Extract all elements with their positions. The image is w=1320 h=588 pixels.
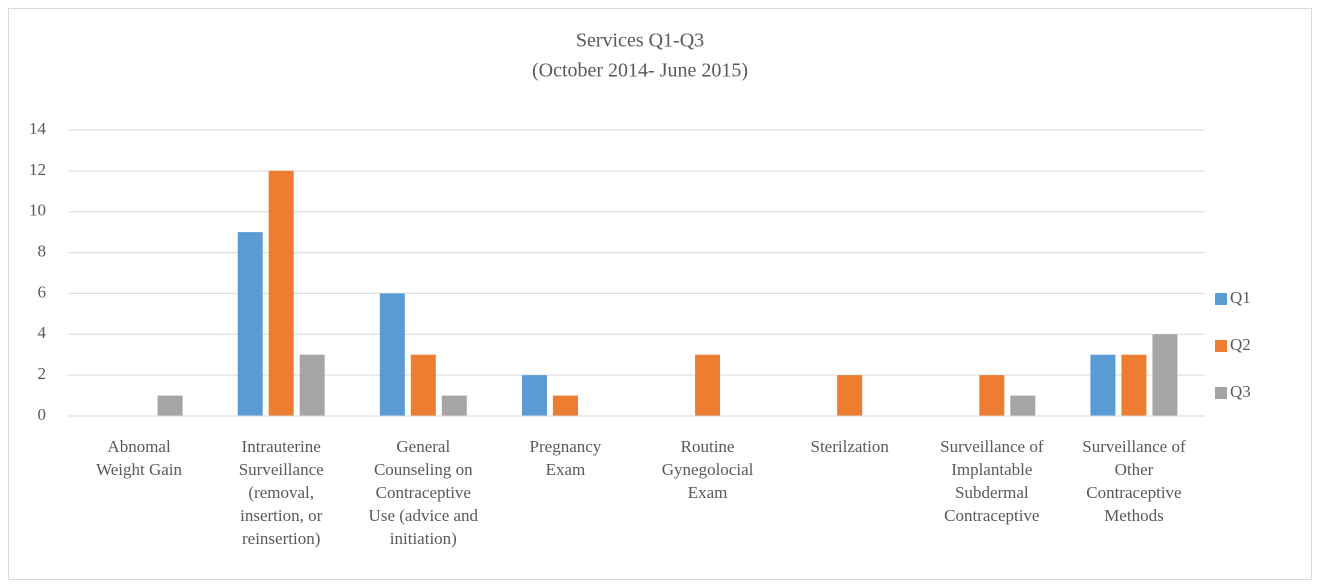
y-tick-label: 10 <box>29 201 46 220</box>
bar <box>837 375 863 416</box>
bar <box>695 354 721 416</box>
bar <box>157 395 183 416</box>
y-tick-label: 14 <box>29 119 47 138</box>
bar <box>441 395 467 416</box>
x-tick-label: General Counseling on Contraceptive Use (ad… <box>369 437 479 548</box>
x-tick-label: Sterilzation <box>811 437 890 456</box>
x-tick-label: Intrauterine Surveillance (removal, inserti… <box>239 437 324 548</box>
x-tick-label: Surveillance of Implantable Subdermal Contr… <box>940 437 1044 525</box>
bar <box>552 395 578 416</box>
legend-label: Q2 <box>1230 335 1251 354</box>
y-tick-label: 4 <box>38 323 47 342</box>
y-tick-label: 0 <box>38 405 47 424</box>
bar <box>979 375 1005 416</box>
bar <box>1121 354 1147 416</box>
legend-swatch <box>1215 293 1227 305</box>
bar <box>1090 354 1116 416</box>
chart-title: Services Q1-Q3 <box>576 30 704 52</box>
chart-border <box>8 8 1312 580</box>
y-tick-label: 8 <box>38 241 47 260</box>
x-tick-label: Routine Gynegolocial Exam <box>662 437 754 502</box>
x-tick-label: Surveillance of Other Contraceptive Methods <box>1082 437 1186 525</box>
bar <box>410 354 436 416</box>
y-tick-label: 12 <box>29 160 46 179</box>
bar <box>379 293 405 416</box>
bar <box>299 354 325 416</box>
bar <box>521 375 547 416</box>
legend-swatch <box>1215 340 1227 352</box>
legend-label: Q3 <box>1230 382 1251 401</box>
legend-swatch <box>1215 387 1227 399</box>
x-tick-label: Pregnancy Exam <box>530 437 602 479</box>
y-tick-label: 6 <box>38 282 47 301</box>
bar <box>1152 334 1178 416</box>
bar <box>237 232 263 416</box>
x-tick-label: Abnomal Weight Gain <box>96 437 182 479</box>
y-tick-label: 2 <box>38 364 47 383</box>
bar <box>1010 395 1036 416</box>
bar <box>268 170 294 416</box>
legend-label: Q1 <box>1230 288 1251 307</box>
chart-subtitle: (October 2014- June 2015) <box>532 60 748 82</box>
